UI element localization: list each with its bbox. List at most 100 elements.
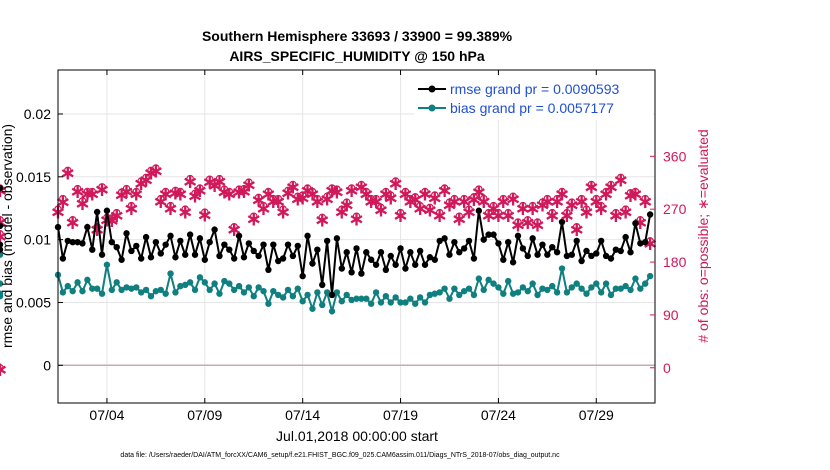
obs-evaluated-point: ∗ — [529, 212, 546, 236]
rmse-point — [534, 251, 541, 258]
rmse-point — [549, 243, 556, 251]
bias-point — [563, 289, 571, 296]
bias-point — [64, 282, 71, 290]
obs-possible-point — [509, 192, 517, 201]
obs-possible-point — [587, 180, 596, 189]
bias-point — [221, 277, 228, 285]
bias-point — [348, 296, 355, 304]
obs-possible-point — [367, 194, 375, 203]
obs-possible-point — [347, 184, 356, 192]
bias-point — [167, 270, 174, 277]
obs-evaluated-point: ∗ — [338, 192, 355, 216]
bias-point — [319, 301, 326, 309]
rmse-point — [597, 237, 605, 245]
y-tick-label: 0.005 — [16, 294, 51, 310]
obs-evaluated-point: ∗ — [133, 171, 150, 195]
rmse-point — [328, 291, 336, 299]
bias-point — [593, 280, 600, 287]
obs-evaluated-point: ∗ — [294, 185, 311, 209]
obs-possible-point — [191, 189, 199, 198]
rmse-point — [279, 255, 287, 262]
obs-possible-point — [249, 212, 258, 221]
obs-evaluated-point: ∗ — [573, 189, 590, 213]
rmse-point — [358, 270, 365, 277]
obs-evaluated-point: ∗ — [99, 208, 116, 232]
rmse-point — [177, 237, 184, 245]
bias-point — [524, 287, 531, 295]
obs-possible-point — [274, 194, 283, 203]
bias-point — [152, 287, 160, 295]
obs-evaluated-point: ∗ — [539, 189, 556, 213]
bias-point — [103, 261, 111, 268]
bias-point — [147, 292, 155, 300]
obs-possible-point — [333, 185, 341, 194]
obs-evaluated-point: ∗ — [353, 175, 370, 199]
rmse-point — [0, 246, 4, 253]
rmse-point — [333, 235, 341, 242]
obs-evaluated-point: ∗ — [470, 179, 487, 203]
rmse-point — [299, 272, 306, 280]
rmse-point — [509, 259, 517, 266]
bias-point — [607, 291, 615, 299]
obs-possible-point — [186, 174, 194, 183]
rmse-point — [211, 226, 218, 233]
bias-point — [367, 300, 375, 307]
bias-point — [558, 265, 566, 272]
bias-point — [465, 285, 473, 292]
obs-possible-point — [475, 185, 483, 194]
bias-point — [495, 284, 502, 291]
obs-evaluated-point: ∗ — [402, 189, 419, 213]
obs-possible-point — [372, 194, 380, 203]
obs-possible-point — [323, 192, 331, 201]
bias-point — [568, 284, 576, 291]
rmse-point — [465, 237, 473, 245]
bias-point — [338, 298, 346, 305]
rmse-point — [304, 232, 311, 240]
obs-evaluated-point: ∗ — [451, 206, 468, 230]
bias-point — [328, 308, 336, 315]
rmse-point — [250, 247, 257, 255]
obs-evaluated-point: ∗ — [211, 169, 228, 193]
bias-point — [549, 282, 556, 290]
rmse-point — [0, 241, 4, 248]
obs-possible-point — [563, 208, 571, 217]
rmse-point — [353, 245, 360, 252]
rmse-point — [539, 241, 546, 248]
rmse-point — [323, 237, 331, 245]
obs-possible-point — [406, 194, 415, 203]
obs-possible-point — [225, 187, 234, 196]
obs-evaluated-point: ∗ — [461, 199, 478, 223]
bias-point — [123, 284, 130, 291]
obs-evaluated-point: ∗ — [387, 171, 404, 195]
rmse-point — [157, 250, 164, 257]
obs-possible-point — [377, 203, 385, 212]
obs-possible-point — [435, 208, 444, 217]
obs-evaluated-point: ∗ — [514, 196, 531, 220]
obs-possible-point — [602, 187, 610, 196]
obs-evaluated-point: ∗ — [289, 186, 306, 210]
rmse-point — [128, 247, 135, 255]
obs-evaluated-point: ∗ — [446, 189, 463, 213]
rmse-point — [563, 252, 571, 260]
bias-point — [387, 299, 394, 306]
rmse-point — [387, 252, 394, 260]
bias-point — [201, 279, 209, 286]
bias-point — [534, 291, 541, 299]
rmse-point — [426, 254, 434, 261]
rmse-point — [59, 255, 67, 262]
obs-possible-point — [284, 186, 292, 195]
rmse-point — [343, 249, 350, 256]
obs-evaluated-point: ∗ — [275, 199, 292, 223]
rmse-point — [284, 241, 292, 248]
rmse-point — [265, 266, 272, 273]
bias-point — [235, 282, 243, 290]
obs-possible-point — [313, 194, 322, 203]
obs-possible-point — [621, 205, 630, 213]
rmse-point — [500, 256, 507, 263]
obs-possible-point — [93, 223, 101, 231]
bias-point — [226, 280, 233, 287]
obs-possible-point — [132, 187, 141, 196]
bias-point — [377, 299, 385, 306]
obs-evaluated-point: ∗ — [319, 186, 336, 210]
bias-point — [275, 291, 282, 299]
